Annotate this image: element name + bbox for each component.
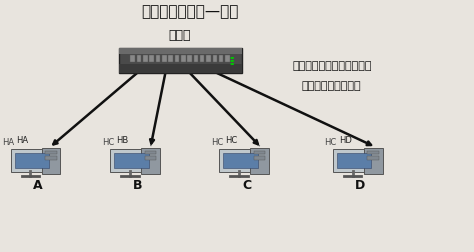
Bar [145, 156, 156, 160]
Bar [254, 156, 265, 160]
Text: 就需要给帧添加地址: 就需要给帧添加地址 [302, 81, 362, 91]
Bar [145, 151, 156, 154]
Bar [187, 55, 192, 62]
Bar [149, 55, 154, 62]
Bar [118, 64, 242, 73]
Circle shape [230, 63, 234, 65]
Text: HC: HC [225, 136, 237, 145]
Bar [367, 156, 379, 160]
Bar [114, 153, 149, 168]
Bar [45, 156, 57, 160]
Text: HA: HA [17, 136, 28, 145]
Bar [156, 55, 160, 62]
FancyBboxPatch shape [250, 148, 269, 174]
Text: 广播信道局域网—星型: 广播信道局域网—星型 [141, 4, 238, 19]
Bar [254, 151, 265, 154]
Bar [162, 55, 166, 62]
FancyBboxPatch shape [333, 149, 375, 172]
Bar [143, 55, 147, 62]
Bar [118, 48, 242, 54]
Text: 在广播信道实现点到点通信: 在广播信道实现点到点通信 [292, 60, 372, 71]
Bar [337, 153, 372, 168]
Circle shape [230, 60, 234, 62]
Text: A: A [33, 179, 43, 192]
FancyBboxPatch shape [141, 148, 160, 174]
Bar [206, 55, 211, 62]
Bar [219, 55, 223, 62]
FancyBboxPatch shape [110, 149, 153, 172]
Text: HB: HB [116, 136, 128, 145]
FancyBboxPatch shape [364, 148, 383, 174]
Bar [175, 55, 179, 62]
Bar [225, 55, 230, 62]
Bar [181, 55, 185, 62]
Circle shape [230, 57, 234, 59]
FancyBboxPatch shape [118, 48, 242, 73]
FancyBboxPatch shape [42, 148, 60, 174]
Text: HA: HA [2, 138, 14, 147]
Bar [194, 55, 198, 62]
Text: HC: HC [211, 138, 223, 147]
Bar [137, 55, 141, 62]
FancyBboxPatch shape [219, 149, 262, 172]
Bar [223, 153, 258, 168]
Bar [367, 151, 379, 154]
Bar [213, 55, 217, 62]
Text: HD: HD [339, 136, 352, 145]
Bar [130, 55, 135, 62]
Text: B: B [133, 179, 142, 192]
Text: C: C [242, 179, 251, 192]
FancyBboxPatch shape [11, 149, 53, 172]
Text: D: D [355, 179, 365, 192]
Bar [45, 151, 57, 154]
Text: HC: HC [102, 138, 114, 147]
Text: 集线器: 集线器 [169, 28, 191, 42]
Bar [168, 55, 173, 62]
Bar [200, 55, 204, 62]
Text: HC: HC [325, 138, 337, 147]
Bar [15, 153, 49, 168]
